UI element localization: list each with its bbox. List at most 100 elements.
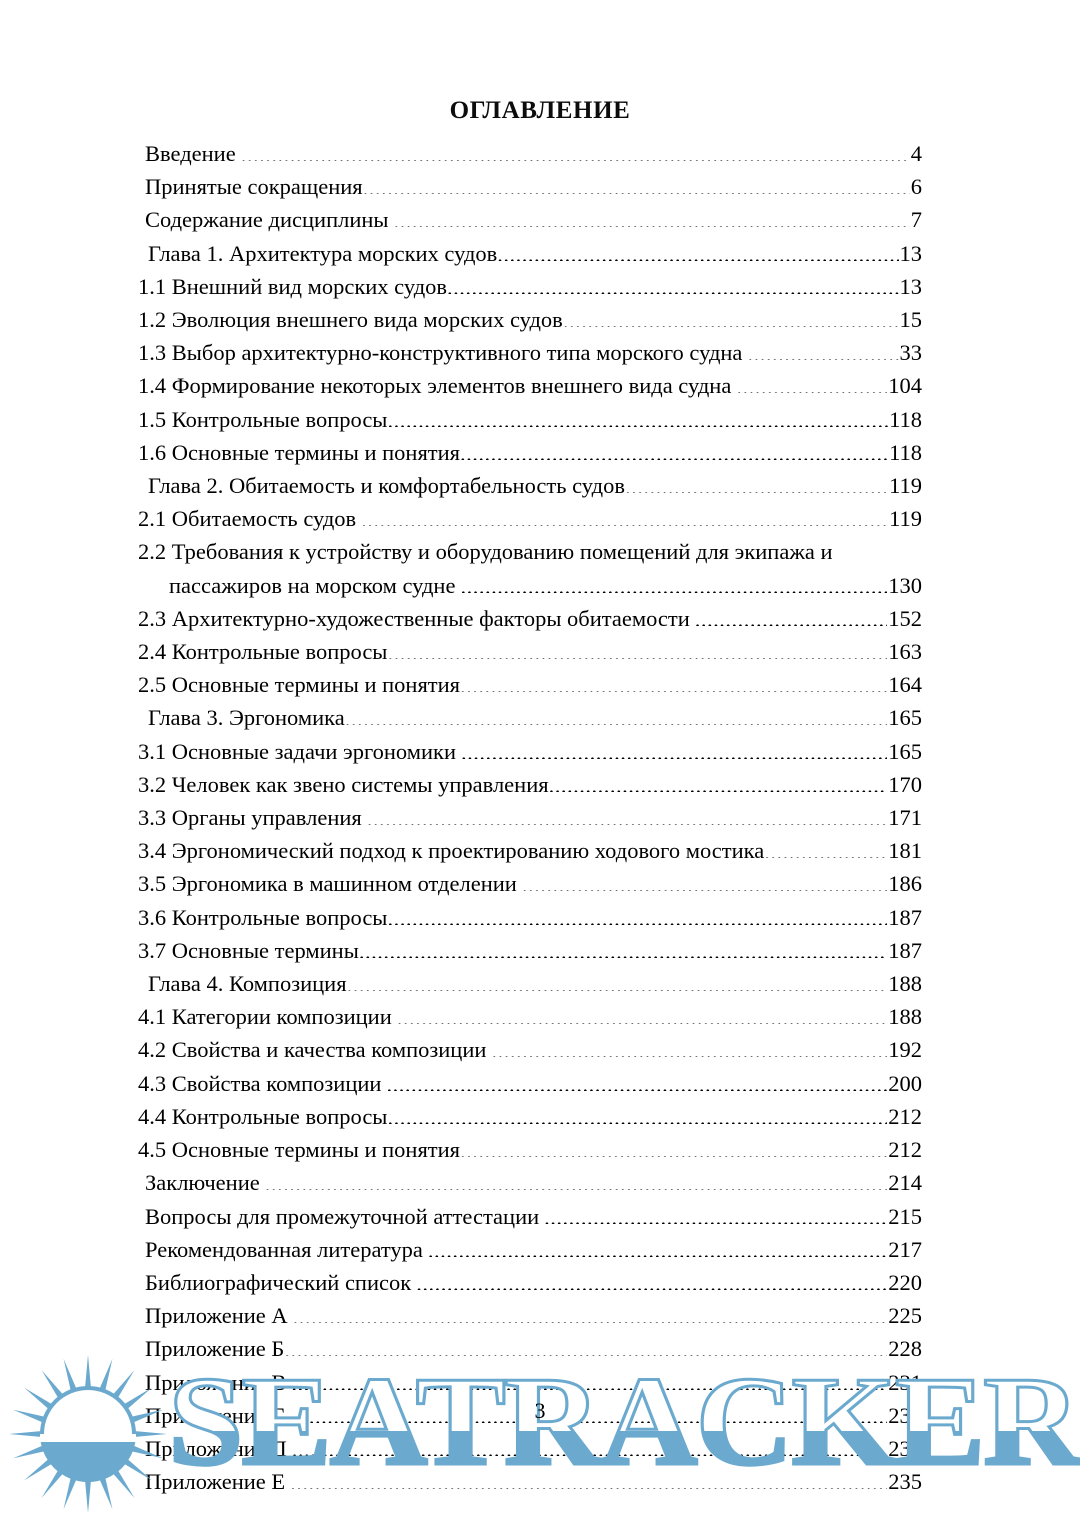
toc-entry-label: 2.2 Требования к устройству и оборудован… <box>138 539 833 565</box>
toc-leader-dots <box>387 404 888 427</box>
toc-entry-page: 232 <box>888 1402 922 1428</box>
toc-entry[interactable]: 3.2 Человек как звено системы управления… <box>138 768 922 801</box>
toc-entry-label: 3.3 Органы управления <box>138 805 362 831</box>
toc-entry-page: 214 <box>888 1170 922 1196</box>
toc-entry-label-continuation: пассажиров на морском судне 130 <box>138 569 922 602</box>
toc-entry[interactable]: Приложение Г 232 <box>138 1399 922 1432</box>
toc-entry[interactable]: 2.3 Архитектурно-художественные факторы … <box>138 602 922 635</box>
toc-entry-page: 233 <box>888 1435 922 1461</box>
toc-entry[interactable]: Рекомендованная литература 217 <box>138 1233 922 1266</box>
toc-entry[interactable]: 3.7 Основные термины 187 <box>138 934 922 967</box>
toc-leader-dots <box>347 969 888 992</box>
toc-entry-label: 4.2 Свойства и качества композиции <box>138 1037 487 1063</box>
toc-entry-label: Содержание дисциплины <box>145 207 389 233</box>
toc-entry[interactable]: 1.3 Выбор архитектурно-конструктивного т… <box>138 336 922 369</box>
toc-entry[interactable]: 2.2 Требования к устройству и оборудован… <box>138 535 922 601</box>
toc-entry-label: 4.3 Свойства композиции <box>138 1070 382 1096</box>
toc-leader-dots <box>460 437 888 460</box>
toc-entry-page: 6 <box>910 174 922 200</box>
toc-entry[interactable]: 3.6 Контрольные вопросы 187 <box>138 901 922 934</box>
toc-entry[interactable]: Принятые сокращения 6 <box>138 170 922 203</box>
toc-entry[interactable]: Приложение В 231 <box>138 1366 922 1399</box>
toc-entry[interactable]: 2.4 Контрольные вопросы 163 <box>138 635 922 668</box>
toc-entry-label: Глава 2. Обитаемость и комфортабельность… <box>148 473 625 499</box>
toc-entry[interactable]: Приложение А 225 <box>138 1299 922 1332</box>
toc-entry[interactable]: Глава 2. Обитаемость и комфортабельность… <box>138 469 922 502</box>
toc-leader-dots <box>747 338 898 361</box>
toc-entry[interactable]: 3.3 Органы управления 171 <box>138 801 922 834</box>
toc-entry[interactable]: 3.5 Эргономика в машинном отделении 186 <box>138 867 922 900</box>
toc-entry-label: 1.5 Контрольные вопросы <box>138 406 388 432</box>
toc-entry-label: 1.1 Внешний вид морских судов <box>138 273 448 299</box>
toc-entry-page: 33 <box>899 340 923 366</box>
toc-entry-page: 104 <box>888 373 922 399</box>
toc-entry[interactable]: 3.4 Эргономический подход к проектирован… <box>138 834 922 867</box>
toc-entry-label: 2.3 Архитектурно-художественные факторы … <box>138 605 690 631</box>
toc-entry-label: Глава 4. Композиция <box>148 971 347 997</box>
toc-leader-dots <box>460 670 887 693</box>
toc-entry[interactable]: 2.1 Обитаемость судов 119 <box>138 502 922 535</box>
toc-entry-page: 188 <box>888 971 922 997</box>
toc-entry-page: 188 <box>888 1004 922 1030</box>
toc-entry-page: 118 <box>889 406 922 432</box>
toc-entry-page: 212 <box>888 1137 922 1163</box>
toc-leader-dots <box>291 1367 887 1390</box>
toc-entry-page: 215 <box>888 1203 922 1229</box>
toc-entry-page: 171 <box>888 805 922 831</box>
toc-entry-page: 181 <box>888 838 922 864</box>
toc-entry-label: Приложение Г <box>145 1402 285 1428</box>
toc-entry-label: 3.2 Человек как звено системы управления <box>138 771 549 797</box>
toc-entry-label: Библиографический список <box>145 1269 412 1295</box>
toc-entry[interactable]: 3.1 Основные задачи эргономики 165 <box>138 735 922 768</box>
toc-entry-page: 235 <box>888 1469 922 1495</box>
toc-leader-dots <box>491 1035 887 1058</box>
toc-entry[interactable]: Глава 3. Эргономика 165 <box>138 701 922 734</box>
toc-entry[interactable]: 1.4 Формирование некоторых элементов вне… <box>138 369 922 402</box>
toc-leader-dots <box>544 1201 887 1224</box>
toc-entry[interactable]: 4.1 Категории композиции 188 <box>138 1000 922 1033</box>
toc-leader-dots <box>363 172 910 195</box>
toc-entry[interactable]: Вопросы для промежуточной аттестации 215 <box>138 1200 922 1233</box>
toc-leader-dots <box>428 1234 887 1257</box>
toc-entry-label: Приложение Д <box>145 1435 287 1461</box>
toc-entry[interactable]: 4.4 Контрольные вопросы 212 <box>138 1100 922 1133</box>
toc-entry-page: 220 <box>888 1269 922 1295</box>
toc-entry[interactable]: 1.1 Внешний вид морских судов 13 <box>138 270 922 303</box>
toc-entry-label: Принятые сокращения <box>145 174 363 200</box>
toc-entry-page: 119 <box>889 506 922 532</box>
toc-leader-dots <box>460 570 887 593</box>
toc-leader-dots <box>367 803 888 826</box>
toc-leader-dots <box>764 836 887 859</box>
toc-leader-dots <box>460 1135 887 1158</box>
toc-entry-label: Заключение <box>145 1170 260 1196</box>
toc-entry-page: 228 <box>888 1336 922 1362</box>
toc-entry[interactable]: 4.5 Основные термины и понятия 212 <box>138 1133 922 1166</box>
toc-entry[interactable]: Введение 4 <box>138 137 922 170</box>
toc-entry-label: Введение <box>145 141 236 166</box>
toc-entry[interactable]: Приложение Б 228 <box>138 1332 922 1365</box>
toc-entry-label: 3.4 Эргономический подход к проектирован… <box>138 838 765 864</box>
toc-entry[interactable]: Глава 4. Композиция 188 <box>138 967 922 1000</box>
toc-entry[interactable]: 2.5 Основные термины и понятия 164 <box>138 668 922 701</box>
toc-entry-label: 2.4 Контрольные вопросы <box>138 639 388 665</box>
toc-leader-dots <box>265 1168 888 1191</box>
toc-entry[interactable]: Глава 1. Архитектура морских судов 13 <box>138 237 922 270</box>
toc-entry[interactable]: 1.2 Эволюция внешнего вида морских судов… <box>138 303 922 336</box>
toc-entry[interactable]: Приложение Д 233 <box>138 1432 922 1465</box>
toc-entry[interactable]: 4.3 Свойства композиции 200 <box>138 1067 922 1100</box>
toc-entry-label: Приложение А <box>145 1303 288 1329</box>
toc-entry[interactable]: Заключение 214 <box>138 1166 922 1199</box>
toc-entry-page: 212 <box>888 1103 922 1129</box>
toc-entry[interactable]: Содержание дисциплины 7 <box>138 203 922 236</box>
toc-entry-page: 118 <box>889 439 922 465</box>
toc-entry-label: 3.5 Эргономика в машинном отделении <box>138 871 517 897</box>
toc-entry-label: 4.1 Категории композиции <box>138 1004 392 1030</box>
page-number: 3 <box>534 1398 546 1423</box>
toc-entry[interactable]: 1.6 Основные термины и понятия 118 <box>138 436 922 469</box>
toc-entry[interactable]: 1.5 Контрольные вопросы 118 <box>138 403 922 436</box>
toc-leader-dots <box>736 371 887 394</box>
toc-entry[interactable]: Приложение Е 235 <box>138 1465 922 1498</box>
toc-entry[interactable]: Библиографический список 220 <box>138 1266 922 1299</box>
toc-entry-label: Приложение Е <box>145 1469 286 1495</box>
toc-entry[interactable]: 4.2 Свойства и качества композиции 192 <box>138 1033 922 1066</box>
